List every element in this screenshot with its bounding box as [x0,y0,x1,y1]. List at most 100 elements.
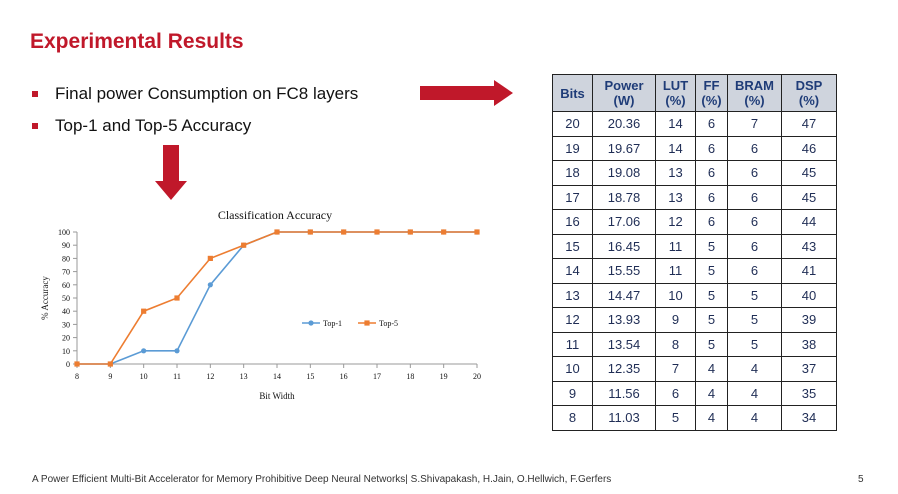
bullet-text: Top-1 and Top-5 Accuracy [55,116,252,135]
bullet-text: Final power Consumption on FC8 layers [55,84,359,103]
table-cell: 9 [552,380,593,406]
table-cell: 15 [552,233,593,259]
table-cell: 11 [552,331,593,357]
table-cell: 19 [552,135,593,161]
x-tick-label: 13 [240,372,248,381]
data-point-top-5 [407,229,413,235]
data-point-top-5 [141,308,147,314]
data-point-top-1 [141,348,147,354]
data-point-top-5 [74,361,80,367]
table-cell: 6 [727,184,782,210]
table-cell: 4 [727,405,782,431]
table-cell: 19.08 [592,160,656,186]
x-axis-label: Bit Width [259,391,295,401]
table-cell: 6 [727,209,782,235]
footer-citation: A Power Efficient Multi-Bit Accelerator … [32,474,612,485]
table-cell: 13 [655,160,696,186]
header-dsp: DSP (%) [781,74,837,112]
x-tick-label: 16 [340,372,348,381]
table-row: 20 20.36 14 6 7 47 [552,111,837,137]
table-row: 10 12.35 7 4 4 37 [552,356,837,382]
table-cell: 6 [727,258,782,284]
x-tick-label: 12 [206,372,214,381]
table-cell: 4 [727,380,782,406]
x-tick-label: 8 [75,372,79,381]
table-cell: 13.93 [592,307,656,333]
table-row: 16 17.06 12 6 6 44 [552,209,837,235]
table-cell: 5 [655,405,696,431]
header-bits: Bits [552,74,593,112]
data-point-top-1 [174,348,180,354]
header-ff: FF (%) [695,74,728,112]
x-tick-label: 17 [373,372,381,381]
classification-accuracy-chart: Classification Accuracy % Accuracy Bit W… [40,208,481,401]
table-row: 19 19.67 14 6 6 46 [552,135,837,161]
table-row: 17 18.78 13 6 6 45 [552,184,837,210]
bullet-square-icon [32,91,38,97]
table-cell: 4 [695,380,728,406]
slide-title: Experimental Results [30,30,244,53]
table-cell: 11.03 [592,405,656,431]
arrow-right-icon [420,80,513,106]
table-cell: 16.45 [592,233,656,259]
x-tick-label: 15 [306,372,314,381]
table-cell: 5 [695,258,728,284]
bullet-list: Final power Consumption on FC8 layers To… [30,78,358,142]
table-cell: 18 [552,160,593,186]
table-cell: 37 [781,356,837,382]
table-cell: 4 [727,356,782,382]
table-cell: 45 [781,184,837,210]
table-cell: 6 [727,135,782,161]
series-line-top-1 [77,231,477,365]
bullet-item: Final power Consumption on FC8 layers [30,78,358,110]
x-tick-label: 14 [273,372,281,381]
table-cell: 11 [655,233,696,259]
table-cell: 5 [727,331,782,357]
table-cell: 5 [695,233,728,259]
table-cell: 6 [727,160,782,186]
series-line-top-5 [77,231,477,365]
data-point-top-5 [474,229,480,235]
table-cell: 13 [655,184,696,210]
table-cell: 46 [781,135,837,161]
table-cell: 17 [552,184,593,210]
y-tick-label: 90 [62,241,70,250]
power-utilization-table: Bits Power (W) LUT (%) FF (%) BRAM (%) DSP (%… [552,74,837,431]
table-cell: 40 [781,282,837,308]
y-axis-label: % Accuracy [40,276,50,320]
bullet-item: Top-1 and Top-5 Accuracy [30,110,358,142]
table-cell: 20.36 [592,111,656,137]
data-point-top-5 [307,229,313,235]
table-cell: 6 [695,184,728,210]
legend-label: Top-5 [379,319,398,328]
header-bram: BRAM (%) [727,74,782,112]
x-tick-label: 20 [473,372,481,381]
table-row: 13 14.47 10 5 5 40 [552,282,837,308]
y-tick-label: 0 [66,360,70,369]
table-row: 12 13.93 9 5 5 39 [552,307,837,333]
table-cell: 15.55 [592,258,656,284]
header-power: Power (W) [592,74,656,112]
y-tick-label: 20 [62,334,70,343]
header-lut: LUT (%) [655,74,696,112]
data-point-top-1 [207,282,213,288]
table-cell: 14.47 [592,282,656,308]
x-tick-label: 19 [440,372,448,381]
table-cell: 10 [655,282,696,308]
legend-label: Top-1 [323,319,342,328]
table-cell: 7 [655,356,696,382]
table-cell: 34 [781,405,837,431]
bullet-square-icon [32,123,38,129]
table-cell: 12 [552,307,593,333]
table-cell: 5 [695,307,728,333]
data-point-top-5 [207,255,213,261]
y-tick-label: 80 [62,254,70,263]
x-tick-label: 11 [173,372,181,381]
legend-marker [308,320,314,326]
table-cell: 10 [552,356,593,382]
table-cell: 18.78 [592,184,656,210]
table-cell: 14 [552,258,593,284]
data-point-top-5 [174,295,180,301]
table-cell: 6 [695,160,728,186]
table-cell: 35 [781,380,837,406]
